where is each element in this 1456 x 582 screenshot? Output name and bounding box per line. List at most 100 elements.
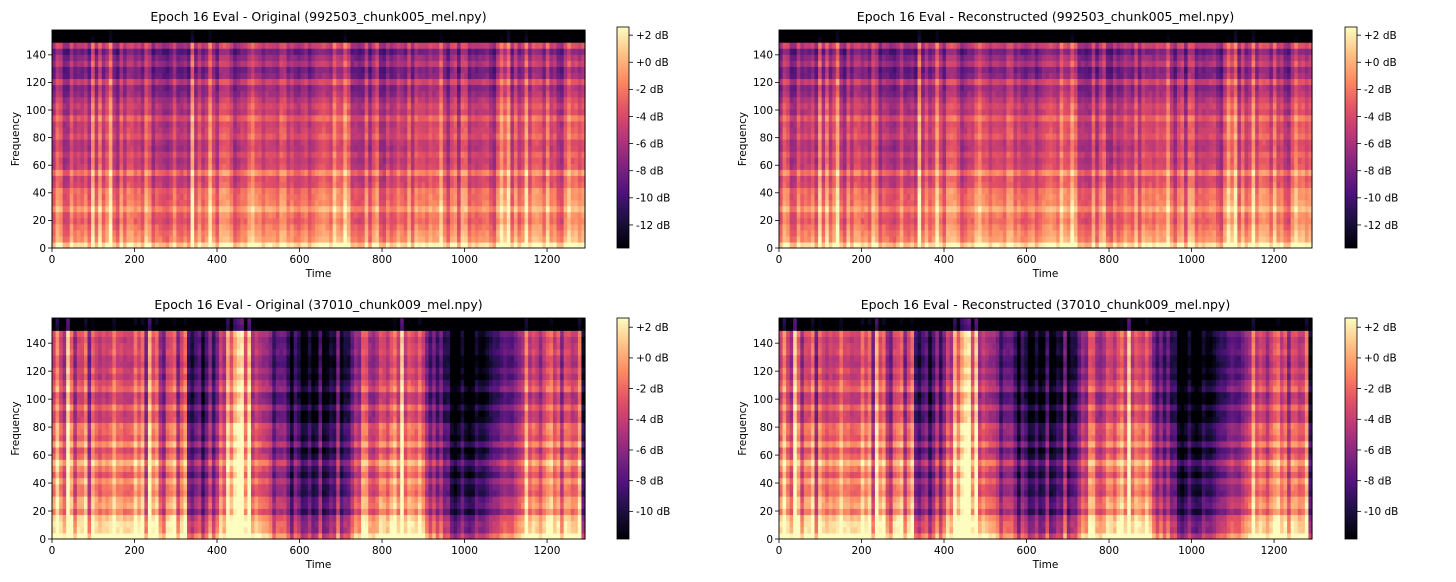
heatmap-cell	[467, 151, 472, 158]
heatmap-cell	[311, 139, 316, 146]
heatmap-cell	[183, 181, 188, 189]
heatmap-cell	[503, 169, 508, 176]
heatmap-cell	[172, 108, 177, 116]
heatmap-cell	[361, 235, 366, 243]
heatmap-cell	[87, 78, 92, 86]
heatmap-cell	[535, 175, 540, 182]
heatmap-cell	[393, 36, 398, 43]
heatmap-cell	[286, 175, 291, 182]
heatmap-cell	[112, 96, 117, 104]
heatmap-cell	[59, 181, 64, 189]
heatmap-cell	[361, 217, 366, 225]
heatmap-cell	[293, 241, 298, 249]
heatmap-cell	[52, 60, 57, 67]
heatmap-cell	[460, 157, 465, 164]
heatmap-cell	[435, 199, 440, 207]
heatmap-cell	[481, 108, 487, 116]
heatmap-cell	[254, 54, 259, 61]
heatmap-cell	[297, 96, 302, 104]
heatmap-cell	[194, 235, 199, 243]
heatmap-cell	[428, 84, 433, 92]
heatmap-cell	[286, 205, 291, 213]
heatmap-cell	[144, 120, 149, 128]
heatmap-cell	[76, 187, 82, 195]
heatmap-cell	[311, 169, 316, 176]
heatmap-cell	[346, 48, 352, 55]
heatmap-cell	[382, 114, 387, 122]
heatmap-cell	[354, 145, 359, 152]
heatmap-cell	[339, 169, 344, 176]
heatmap-cell	[158, 169, 163, 176]
heatmap-cell	[354, 102, 359, 110]
heatmap-cell	[528, 102, 533, 110]
heatmap-cell	[155, 163, 160, 170]
heatmap-cell	[83, 217, 89, 225]
heatmap-cell	[410, 90, 416, 98]
heatmap-cell	[457, 235, 462, 243]
heatmap-cell	[183, 132, 188, 140]
heatmap-cell	[236, 84, 241, 92]
heatmap-cell	[254, 175, 259, 182]
heatmap-cell	[467, 90, 472, 98]
heatmap-cell	[62, 241, 67, 249]
heatmap-cell	[229, 175, 234, 182]
heatmap-cell	[432, 102, 437, 110]
heatmap-cell	[439, 42, 444, 49]
heatmap-cell	[439, 139, 444, 146]
heatmap-cell	[204, 223, 209, 231]
heatmap-cell	[197, 175, 202, 182]
heatmap-cell	[261, 235, 266, 243]
heatmap-cell	[414, 187, 419, 195]
heatmap-cell	[343, 223, 348, 231]
heatmap-cell	[492, 193, 497, 201]
heatmap-cell	[307, 114, 312, 122]
heatmap-cell	[247, 211, 252, 219]
heatmap-cell	[354, 181, 359, 189]
heatmap-cell	[247, 84, 252, 92]
heatmap-cell	[240, 181, 245, 189]
heatmap-cell	[140, 211, 145, 219]
heatmap-cell	[481, 163, 487, 170]
heatmap-cell	[407, 42, 412, 49]
heatmap-cell	[457, 223, 462, 231]
heatmap-cell	[517, 66, 522, 73]
heatmap-cell	[176, 187, 181, 195]
heatmap-cell	[147, 60, 153, 67]
heatmap-cell	[446, 102, 451, 110]
heatmap-cell	[52, 139, 57, 146]
heatmap-cell	[329, 84, 334, 92]
heatmap-cell	[414, 30, 419, 37]
heatmap-cell	[449, 54, 455, 61]
heatmap-cell	[350, 48, 355, 55]
heatmap-cell	[165, 229, 170, 237]
heatmap-cell	[140, 120, 145, 128]
heatmap-cell	[368, 72, 373, 80]
heatmap-cell	[535, 241, 540, 249]
heatmap-cell	[176, 42, 181, 49]
heatmap-cell	[325, 199, 330, 207]
heatmap-cell	[538, 205, 543, 213]
heatmap-cell	[485, 90, 490, 98]
heatmap-cell	[474, 241, 479, 249]
heatmap-cell	[503, 187, 508, 195]
heatmap-cell	[357, 151, 362, 158]
heatmap-cell	[133, 229, 138, 237]
heatmap-cell	[439, 126, 444, 134]
heatmap-cell	[261, 66, 266, 73]
heatmap-cell	[91, 78, 96, 86]
heatmap-cell	[357, 78, 362, 86]
heatmap-cell	[201, 132, 206, 140]
heatmap-cell	[229, 66, 234, 73]
heatmap-cell	[329, 145, 334, 152]
heatmap-cell	[297, 145, 302, 152]
heatmap-cell	[147, 126, 153, 134]
heatmap-cell	[304, 205, 309, 213]
heatmap-cell	[417, 78, 423, 86]
heatmap-cell	[187, 78, 192, 86]
heatmap-cell	[204, 199, 209, 207]
heatmap-cell	[375, 60, 380, 67]
heatmap-cell	[464, 241, 469, 249]
heatmap-cell	[247, 151, 252, 158]
heatmap-cell	[279, 36, 284, 43]
heatmap-cell	[179, 151, 185, 158]
